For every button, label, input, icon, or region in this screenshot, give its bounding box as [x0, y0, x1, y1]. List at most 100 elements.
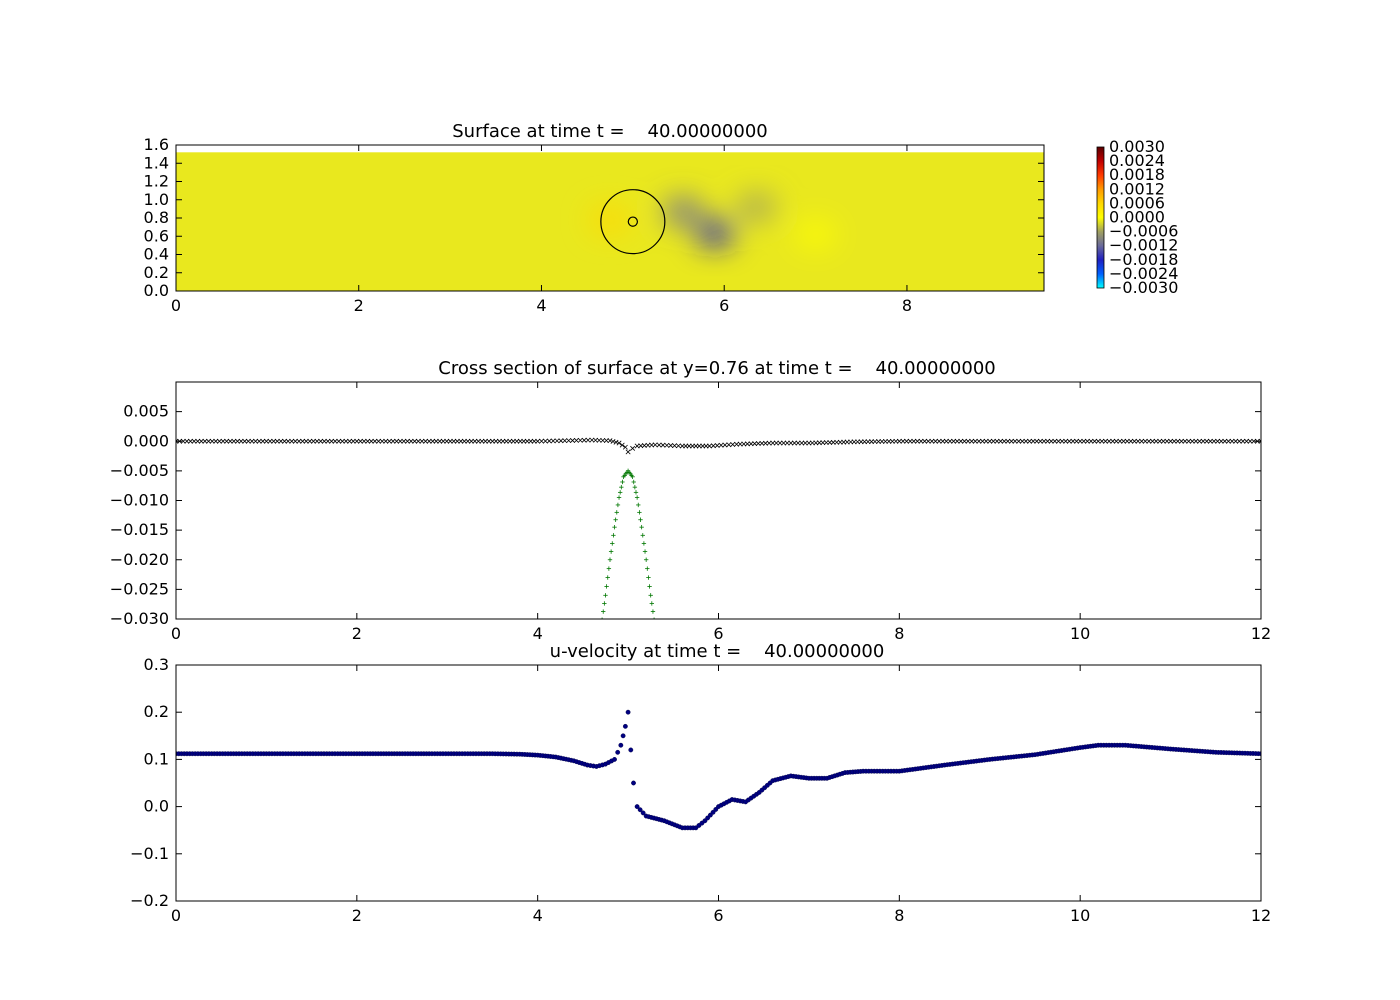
cross-section-point	[321, 438, 327, 444]
cross-section-point	[1041, 438, 1047, 444]
cross-section-point	[486, 438, 492, 444]
colorbar-tick-label: 0.0000	[1109, 208, 1165, 227]
cross-section-point	[209, 438, 215, 444]
cross-section-point	[1150, 438, 1155, 444]
cross-section-point	[361, 438, 367, 444]
cross-section-point	[271, 438, 277, 444]
cross-section-point	[1081, 438, 1087, 444]
cross-section-point	[224, 438, 230, 444]
cross-section-point	[936, 438, 942, 444]
cross-section-x-tick-label: 10	[1070, 624, 1090, 643]
cross-section-point	[976, 438, 982, 444]
cross-section-point	[1103, 438, 1108, 444]
bottom-profile-point	[648, 593, 653, 598]
cross-section-point	[710, 443, 716, 449]
cross-section-point	[256, 438, 262, 444]
surface-blob	[795, 220, 836, 249]
bottom-profile-point	[607, 557, 613, 562]
cross-section-point	[383, 438, 389, 444]
cross-section-point	[562, 438, 568, 444]
cross-section-point	[622, 444, 628, 450]
cross-section-point	[379, 438, 385, 444]
cross-section-point	[706, 443, 712, 449]
cross-section-marks	[176, 437, 1261, 619]
bottom-profile-point	[605, 575, 610, 580]
cross-section-point	[354, 438, 360, 444]
cross-section-point	[430, 438, 436, 444]
cross-section-point	[1182, 438, 1188, 444]
cross-section-point	[220, 438, 226, 444]
cross-section-point	[990, 438, 996, 444]
cross-section-y-tick-label: −0.025	[110, 579, 169, 598]
u-velocity-y-tick-label: 0.2	[144, 702, 169, 721]
bottom-profile-point	[643, 557, 649, 562]
cross-section-point	[1008, 438, 1014, 444]
cross-section-point	[1005, 438, 1011, 444]
cross-section-point	[263, 438, 269, 444]
cross-section-point	[314, 438, 320, 444]
cross-section-point	[292, 438, 298, 444]
cross-section-point	[202, 438, 208, 444]
bottom-profile-point	[620, 479, 625, 485]
cross-section-point	[570, 438, 576, 443]
cross-section-point	[1027, 438, 1033, 444]
colorbar-tick-label: 0.0030	[1109, 137, 1165, 156]
cross-section-point	[303, 438, 309, 444]
cross-section-point	[535, 438, 541, 444]
cross-section-x-tick-label: 4	[533, 624, 543, 643]
cross-section-point	[1124, 438, 1130, 444]
cross-section-point	[274, 438, 280, 444]
cross-section-point	[718, 442, 724, 448]
surface-x-tick-label: 2	[354, 296, 364, 315]
cross-section-point	[332, 438, 338, 444]
cross-section-point	[965, 438, 971, 444]
colorbar-tick-label: 0.0012	[1109, 179, 1165, 198]
cross-section-point	[401, 438, 407, 444]
cross-section-point	[577, 437, 583, 443]
cross-section-point	[675, 443, 681, 449]
cross-section-point	[918, 438, 924, 444]
cross-section-point	[325, 438, 331, 444]
cross-section-point	[227, 438, 233, 444]
u-velocity-x-tick-label: 12	[1251, 906, 1271, 925]
cross-section-point	[1244, 438, 1250, 444]
cross-section-point	[267, 438, 273, 444]
cross-section-point	[394, 438, 400, 444]
bottom-profile-point	[610, 541, 615, 546]
cross-section-point	[1128, 438, 1134, 444]
cross-section-point	[472, 438, 478, 444]
bottom-profile-point	[611, 533, 616, 538]
u-velocity-frame	[175, 664, 1262, 902]
cross-section-point	[1178, 438, 1184, 444]
cross-section-point	[1037, 438, 1043, 444]
cross-section-point	[929, 438, 935, 444]
cross-section-point	[954, 438, 960, 444]
cross-section-point	[1236, 438, 1242, 444]
surface-heatmap-panel: Surface at time t = 40.00000000 0 2 4 6 8 0.…	[144, 121, 1045, 315]
u-velocity-point	[1258, 751, 1261, 757]
cross-section-point	[573, 437, 579, 443]
cross-section-y-tick-label: −0.020	[110, 550, 169, 569]
cross-section-point	[191, 438, 197, 444]
cross-section-point	[558, 438, 564, 444]
cross-section-point	[285, 438, 291, 444]
cross-section-point	[607, 438, 613, 444]
cross-section-point	[781, 440, 787, 446]
surface-y-tick-label: 0.4	[144, 245, 169, 264]
u-velocity-point	[618, 742, 624, 748]
cross-section-point	[994, 438, 1000, 444]
cross-section-point	[451, 438, 457, 444]
cross-section-point	[368, 438, 374, 444]
cross-section-point	[1222, 438, 1228, 444]
u-velocity-point	[615, 749, 621, 755]
cross-section-x-axis: 0 2 4 6 8 10 12	[171, 382, 1271, 643]
u-velocity-point	[637, 807, 643, 813]
cross-section-point	[958, 438, 964, 444]
cross-section-point	[1157, 438, 1163, 444]
cross-section-point	[656, 442, 662, 448]
cross-section-point	[925, 438, 931, 444]
cross-section-point	[933, 438, 938, 444]
cross-section-point	[433, 438, 439, 444]
cross-section-point	[1204, 438, 1210, 444]
